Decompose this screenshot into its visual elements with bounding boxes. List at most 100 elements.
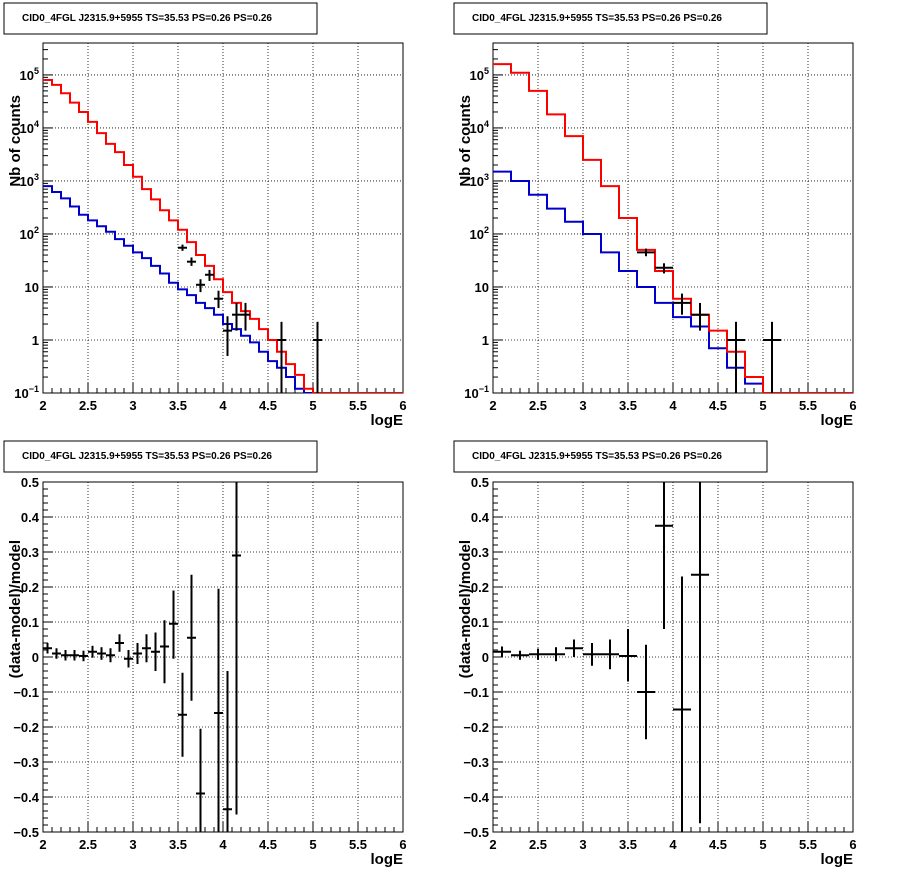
x-ticks: [42, 383, 404, 393]
data-point: [214, 588, 223, 832]
x-tick-label: 5: [759, 837, 766, 852]
data-point: [106, 648, 115, 663]
chart-panel-1: CID0_4FGL J2315.9+5955 TS=35.53 PS=0.26 …: [3, 2, 407, 429]
y-axis-label: (data-model)/model: [7, 540, 24, 678]
data-point: [601, 639, 619, 670]
y-tick-label: 0.5: [21, 475, 39, 490]
y-tick-label: 102: [20, 225, 39, 242]
data-point: [529, 648, 547, 660]
x-tick-label: 3.5: [619, 837, 637, 852]
x-tick-label: 4: [669, 398, 677, 413]
x-tick-label: 5.5: [799, 398, 817, 413]
x-tick-label: 3.5: [619, 398, 637, 413]
x-tick-label: 5: [759, 398, 766, 413]
y-tick-label: 104: [20, 119, 39, 136]
y-ticks: [493, 481, 503, 833]
y-axis-label: (data-model)/model: [457, 540, 474, 678]
chart-title: CID0_4FGL J2315.9+5955 TS=35.53 PS=0.26 …: [22, 13, 272, 24]
data-point: [565, 639, 583, 657]
title-box: [453, 2, 768, 35]
data-point: [178, 672, 187, 757]
data-point: [511, 650, 529, 660]
y-tick-label: −0.1: [13, 685, 39, 700]
data-point: [232, 302, 241, 331]
series-line-2: [493, 63, 853, 393]
data-point: [232, 482, 241, 815]
x-tick-label: 3: [129, 837, 136, 852]
grid: [493, 482, 853, 832]
data-point: [637, 248, 655, 257]
x-ticks: [492, 822, 854, 832]
x-ticks: [492, 383, 854, 393]
x-tick-label: 5: [309, 398, 316, 413]
data-point: [214, 290, 223, 309]
x-axis-label: logE: [371, 851, 404, 868]
data-point: [655, 263, 673, 274]
chart-title: CID0_4FGL J2315.9+5955 TS=35.53 PS=0.26 …: [472, 13, 722, 24]
data-point: [187, 257, 196, 266]
data-point: [88, 645, 97, 658]
data-point: [763, 321, 781, 393]
x-tick-label: 6: [399, 398, 406, 413]
x-tick-label: 2: [489, 398, 496, 413]
data-point: [61, 650, 70, 661]
x-axis-label: logE: [371, 412, 404, 429]
data-point: [673, 293, 691, 315]
data-point: [223, 671, 232, 832]
y-ticks: [43, 481, 53, 833]
x-tick-label: 2.5: [79, 837, 97, 852]
y-tick-label: 0.2: [21, 580, 39, 595]
y-axis-label: Nb of counts: [457, 95, 474, 187]
x-axis-label: logE: [821, 412, 854, 429]
y-tick-label: 0: [32, 650, 39, 665]
x-tick-label: 4.5: [259, 398, 277, 413]
chart-panel-2: CID0_4FGL J2315.9+5955 TS=35.53 PS=0.26 …: [453, 2, 857, 429]
y-tick-label: 1: [482, 333, 489, 348]
data-point: [79, 650, 88, 662]
y-tick-label: 0.4: [21, 510, 40, 525]
data-point: [241, 302, 250, 331]
plot-area: [493, 482, 709, 832]
x-tick-label: 2.5: [79, 398, 97, 413]
data-point: [124, 650, 133, 668]
y-tick-label: 0: [482, 650, 489, 665]
y-tick-label: 105: [470, 66, 489, 83]
y-tick-label: −0.5: [13, 825, 39, 840]
chart-panel-3: CID0_4FGL J2315.9+5955 TS=35.53 PS=0.26 …: [3, 440, 407, 868]
data-point: [691, 482, 709, 824]
x-tick-label: 2.5: [529, 837, 547, 852]
data-point: [160, 620, 169, 684]
title-box: [453, 440, 768, 473]
x-tick-label: 5.5: [349, 398, 367, 413]
x-tick-label: 4.5: [259, 837, 277, 852]
data-point: [205, 269, 214, 281]
y-axis-label: Nb of counts: [7, 95, 24, 187]
y-tick-label: −0.4: [463, 790, 489, 805]
y-tick-label: −0.1: [463, 685, 489, 700]
y-tick-label: −0.3: [13, 755, 39, 770]
y-tick-label: 10: [475, 280, 489, 295]
chart-panel-4: CID0_4FGL J2315.9+5955 TS=35.53 PS=0.26 …: [453, 440, 857, 868]
x-tick-label: 5.5: [799, 837, 817, 852]
title-box: [3, 2, 318, 35]
y-tick-label: −0.2: [13, 720, 39, 735]
x-tick-label: 2: [39, 837, 46, 852]
grid: [43, 43, 403, 393]
data-point: [637, 644, 655, 740]
x-axis-label: logE: [821, 851, 854, 868]
data-point: [727, 321, 745, 393]
data-point: [583, 643, 601, 666]
x-tick-label: 6: [849, 837, 856, 852]
data-point: [196, 279, 205, 293]
data-point: [691, 302, 709, 331]
x-tick-label: 2.5: [529, 398, 547, 413]
x-tick-label: 4.5: [709, 837, 727, 852]
y-tick-label: 102: [470, 225, 489, 242]
y-tick-label: 0.5: [471, 475, 489, 490]
y-tick-label: 0.4: [471, 510, 490, 525]
x-tick-label: 4: [219, 837, 227, 852]
y-tick-label: 104: [470, 119, 489, 136]
x-tick-label: 3.5: [169, 398, 187, 413]
y-tick-label: 0.1: [21, 615, 39, 630]
plot-area: [43, 482, 241, 832]
